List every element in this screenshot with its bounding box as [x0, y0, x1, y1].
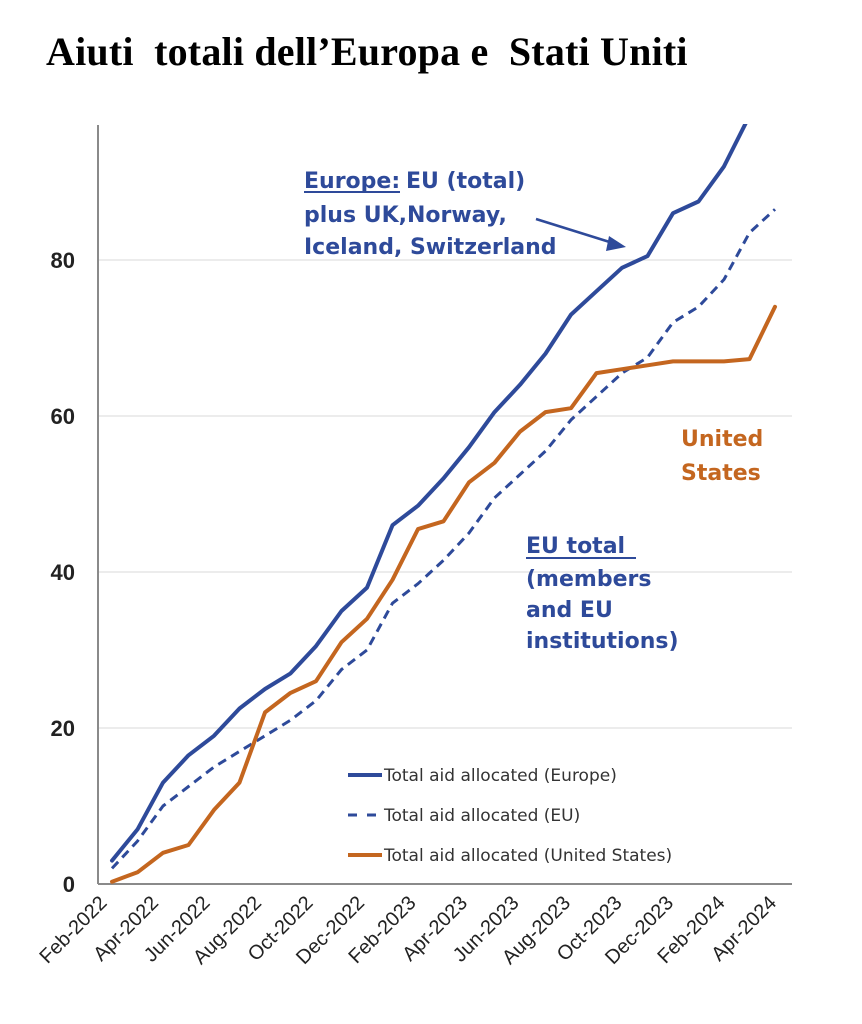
annotation-us-text: United	[681, 427, 763, 452]
annotation-europe-text: EU (total)	[406, 169, 525, 194]
y-tick-label: 80	[51, 248, 75, 273]
y-tick-label: 60	[51, 404, 75, 429]
annotation-eu-label: EU total	[526, 534, 625, 559]
legend-label: Total aid allocated (Europe)	[383, 766, 617, 786]
series-line-us	[110, 304, 777, 884]
annotation-europe-text: plus UK,Norway,	[304, 203, 507, 228]
gridlines	[98, 259, 792, 729]
annotation-europe-label: Europe:	[304, 169, 400, 194]
annotation-europe-text: Iceland, Switzerland	[304, 235, 557, 260]
y-tick-label: 0	[63, 872, 75, 897]
annotation-eu-text: institutions)	[526, 629, 679, 654]
annotation-eu-text: (members	[526, 567, 651, 592]
series-line-europe	[110, 124, 748, 863]
annotation-arrow-line	[535, 217, 617, 246]
series-line-eu	[110, 208, 777, 870]
page-title: Aiuti totali dell’Europa e Stati Uniti	[46, 29, 688, 74]
legend-label: Total aid allocated (EU)	[383, 806, 580, 826]
annotation-arrow-head	[606, 236, 626, 251]
annotation-us-text: States	[681, 461, 761, 486]
legend-label: Total aid allocated (United States)	[383, 846, 672, 866]
series-lines	[110, 124, 777, 884]
y-tick-label: 20	[51, 716, 75, 741]
legend: Total aid allocated (Europe) Total aid al…	[348, 766, 672, 866]
y-tick-label: 40	[51, 560, 75, 585]
annotations: Europe: EU (total) plus UK,Norway, Iceland,…	[304, 169, 763, 654]
annotation-eu-text: and EU	[526, 598, 613, 623]
